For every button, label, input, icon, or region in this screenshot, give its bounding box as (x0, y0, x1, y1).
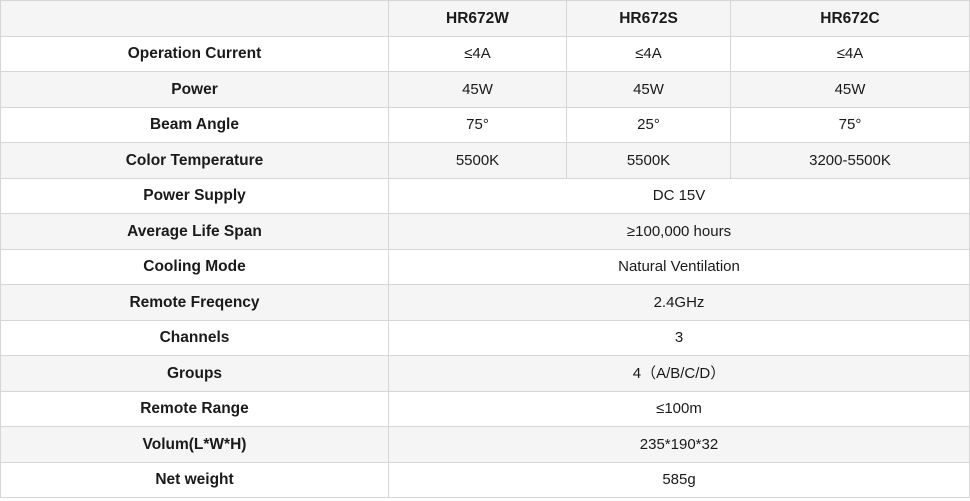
table-row: Net weight 585g (0, 461, 970, 498)
table-row: Channels 3 (0, 319, 970, 356)
merged-cell-value: 3 (388, 319, 970, 356)
table-row: Beam Angle 75° 25° 75° (0, 106, 970, 143)
table-row: Operation Current ≤4A ≤4A ≤4A (0, 35, 970, 72)
row-label: Beam Angle (0, 106, 389, 143)
header-row: HR672W HR672S HR672C (0, 0, 970, 37)
row-label: Operation Current (0, 35, 389, 72)
table-row: Color Temperature 5500K 5500K 3200-5500K (0, 142, 970, 179)
merged-cell-value: ≥100,000 hours (388, 213, 970, 250)
merged-cell-value: 585g (388, 461, 970, 498)
row-label: Color Temperature (0, 142, 389, 179)
cell-value: ≤4A (388, 35, 567, 72)
table-row: Cooling Mode Natural Ventilation (0, 248, 970, 285)
cell-value: ≤4A (566, 35, 731, 72)
cell-value: 45W (388, 71, 567, 108)
merged-cell-value: ≤100m (388, 390, 970, 427)
table-row: Power Supply DC 15V (0, 177, 970, 214)
header-empty-cell (0, 0, 389, 37)
row-label: Volum(L*W*H) (0, 426, 389, 463)
row-label: Cooling Mode (0, 248, 389, 285)
merged-cell-value: 235*190*32 (388, 426, 970, 463)
table-row: Remote Range ≤100m (0, 390, 970, 427)
row-label: Net weight (0, 461, 389, 498)
merged-cell-value: 2.4GHz (388, 284, 970, 321)
row-label: Average Life Span (0, 213, 389, 250)
cell-value: ≤4A (730, 35, 970, 72)
row-label: Power Supply (0, 177, 389, 214)
cell-value: 75° (730, 106, 970, 143)
model-header-hr672s: HR672S (566, 0, 731, 37)
row-label: Groups (0, 355, 389, 392)
merged-cell-value: DC 15V (388, 177, 970, 214)
merged-cell-value: 4（A/B/C/D） (388, 355, 970, 392)
model-header-hr672w: HR672W (388, 0, 567, 37)
table-row: Power 45W 45W 45W (0, 71, 970, 108)
row-label: Remote Range (0, 390, 389, 427)
cell-value: 5500K (388, 142, 567, 179)
table-row: Average Life Span ≥100,000 hours (0, 213, 970, 250)
table-row: Remote Freqency 2.4GHz (0, 284, 970, 321)
row-label: Power (0, 71, 389, 108)
row-label: Channels (0, 319, 389, 356)
table-row: Groups 4（A/B/C/D） (0, 355, 970, 392)
cell-value: 45W (730, 71, 970, 108)
table-row: Volum(L*W*H) 235*190*32 (0, 426, 970, 463)
row-label: Remote Freqency (0, 284, 389, 321)
merged-cell-value: Natural Ventilation (388, 248, 970, 285)
cell-value: 75° (388, 106, 567, 143)
cell-value: 45W (566, 71, 731, 108)
cell-value: 5500K (566, 142, 731, 179)
model-header-hr672c: HR672C (730, 0, 970, 37)
cell-value: 3200-5500K (730, 142, 970, 179)
cell-value: 25° (566, 106, 731, 143)
